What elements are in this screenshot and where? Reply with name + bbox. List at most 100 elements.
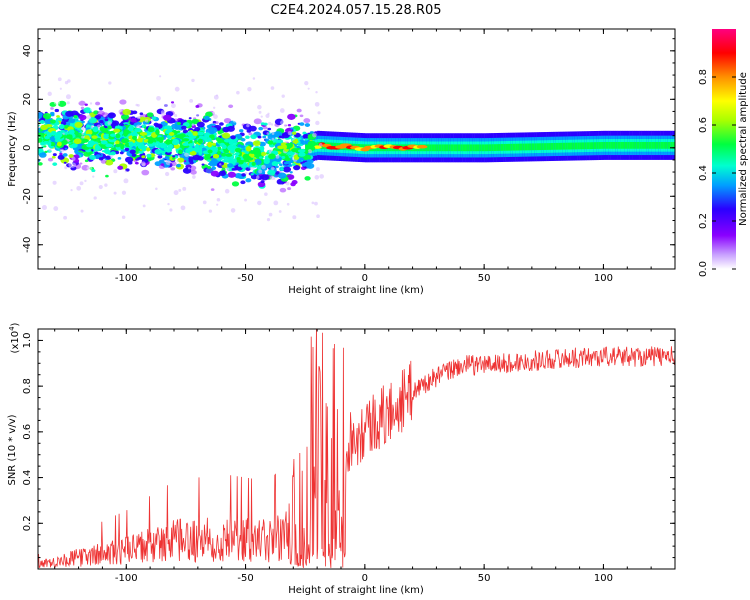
heatmap-cell (505, 143, 509, 151)
colorbar-tick-label: 0.6 (698, 117, 709, 133)
heatmap-cell (287, 151, 295, 156)
heatmap-cell (196, 114, 200, 117)
heatmap-cell (66, 163, 72, 168)
y-tick-label: 0.2 (22, 515, 33, 531)
heatmap-cell (147, 127, 155, 133)
heatmap-cell (593, 142, 597, 149)
y-tick-label: -40 (22, 237, 33, 253)
heatmap-cell (663, 141, 666, 149)
heatmap-cell (266, 132, 270, 135)
heatmap-cell (319, 174, 324, 179)
heatmap-cell (73, 115, 78, 119)
heatmap-cell (498, 144, 502, 151)
heatmap-cell (290, 186, 295, 190)
heatmap-cell (158, 139, 162, 142)
heatmap-cell (165, 160, 171, 166)
heatmap-cell (287, 124, 292, 127)
heatmap-cell (48, 148, 52, 152)
heatmap-cell (44, 136, 50, 140)
heatmap-cell (426, 144, 430, 152)
heatmap-cell (304, 81, 309, 86)
heatmap-cell (299, 122, 305, 126)
heatmap-cell (184, 152, 189, 158)
heatmap-cell (178, 188, 182, 192)
heatmap-cell (577, 142, 580, 150)
heatmap-cell (256, 150, 262, 157)
heatmap-cell (54, 138, 60, 143)
spectrogram-x-label: Height of straight line (km) (288, 285, 424, 296)
heatmap-cell (262, 126, 268, 130)
heatmap-cell (244, 198, 247, 202)
heatmap-cell (93, 110, 99, 115)
heatmap-cell (81, 132, 84, 136)
heatmap-cell (109, 154, 113, 159)
heatmap-cell (246, 157, 254, 161)
heatmap-cell (113, 128, 121, 133)
snr-y-label: SNR (10 * v/v) (7, 414, 18, 485)
heatmap-cell (314, 174, 320, 180)
y-tick-label: 1.0 (22, 332, 33, 348)
heatmap-cell (163, 134, 168, 138)
heatmap-cell (285, 181, 290, 186)
heatmap-cell (139, 112, 144, 116)
heatmap-cell (159, 75, 162, 78)
heatmap-cell (240, 138, 246, 142)
heatmap-cell (174, 86, 180, 92)
x-tick-label: 50 (478, 273, 491, 284)
heatmap-cell (65, 110, 74, 117)
heatmap-cell (220, 108, 227, 113)
heatmap-cell (189, 150, 197, 156)
heatmap-cell (445, 144, 449, 152)
heatmap-cell (128, 141, 134, 148)
heatmap-cell (82, 138, 89, 143)
heatmap-cell (223, 138, 231, 143)
heatmap-cell (141, 162, 146, 167)
heatmap-cell (137, 103, 140, 107)
heatmap-cell (83, 107, 92, 114)
heatmap-cell (548, 143, 552, 150)
heatmap-cell (150, 119, 154, 123)
heatmap-cell (192, 111, 201, 118)
heatmap-cell (196, 131, 205, 136)
heatmap-cell (469, 144, 473, 152)
heatmap-cell (287, 113, 296, 120)
heatmap-cell (197, 138, 203, 144)
heatmap-cell (670, 141, 673, 149)
heatmap-cell (216, 197, 221, 202)
heatmap-cell (86, 114, 92, 120)
heatmap-cell (603, 141, 607, 149)
heatmap-cell (83, 151, 91, 157)
heatmap-cell (96, 166, 103, 172)
heatmap-cell (234, 147, 242, 153)
heatmap-cell (191, 78, 195, 83)
heatmap-cell (259, 156, 263, 159)
heatmap-cell (201, 163, 205, 166)
heatmap-cell (643, 141, 647, 149)
heatmap-cell (57, 154, 65, 160)
heatmap-cell (182, 186, 187, 191)
heatmap-cell (209, 134, 215, 139)
heatmap-cell (225, 153, 233, 157)
heatmap-cell (139, 132, 148, 136)
heatmap-cell (240, 180, 246, 185)
colorbar-tick-label: 0.2 (698, 213, 709, 229)
heatmap-cell (57, 77, 62, 82)
heatmap-cell (277, 172, 287, 179)
heatmap-cell (38, 168, 43, 173)
heatmap-cell (100, 140, 108, 145)
heatmap-cell (658, 141, 661, 149)
heatmap-cell (639, 141, 642, 149)
heatmap-cell (258, 126, 264, 131)
heatmap-cell (192, 131, 198, 136)
heatmap-cell (45, 124, 53, 128)
heatmap-cell (162, 114, 172, 121)
heatmap-cell (120, 143, 125, 150)
heatmap-cell (128, 125, 135, 132)
heatmap-cell (312, 132, 317, 138)
heatmap-cell (66, 101, 70, 105)
heatmap-cell (519, 143, 523, 151)
heatmap-cell (113, 169, 118, 174)
heatmap-cell (192, 175, 196, 179)
heatmap-cell (290, 182, 296, 187)
heatmap-cell (182, 142, 190, 147)
